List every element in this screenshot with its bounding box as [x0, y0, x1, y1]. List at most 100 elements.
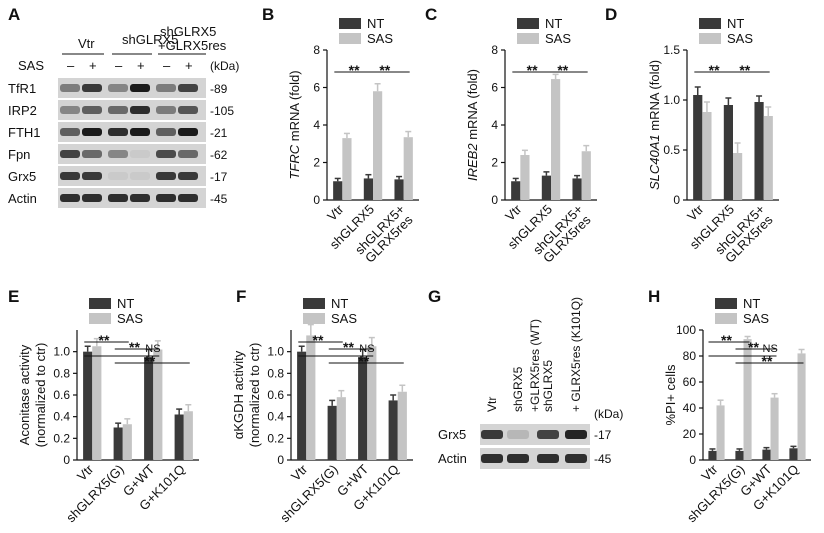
blot-a-row-label: FTH1: [8, 125, 41, 140]
blot-a-kda-marker: -21: [210, 126, 228, 140]
category-label: Vtr: [684, 201, 707, 224]
blot-a-kda-marker: -62: [210, 148, 228, 162]
legend-label-nt: NT: [727, 16, 744, 31]
blot-a-treatment-mark: +: [185, 58, 193, 73]
y-axis-label-gene: SLC40A1: [647, 134, 662, 190]
bar-chart-f: 0 0.2 0.4 0.6 0.8 1.0 αKGDH activity(normalize…: [231, 296, 413, 525]
significance-stars: **: [709, 62, 720, 78]
category-label-line: Vtr: [288, 461, 311, 484]
significance-stars: **: [379, 62, 390, 78]
y-axis-label-gene: IREB2: [465, 143, 480, 181]
blot-a-kda-marker: -89: [210, 82, 228, 96]
significance-stars: **: [358, 353, 369, 369]
y-tick-label: 1.0: [53, 345, 70, 359]
blot-a-band: [82, 128, 102, 136]
blot-a-kda-marker: -45: [210, 192, 228, 206]
significance-stars: **: [349, 62, 360, 78]
y-axis-label-line: (normalized to ctr): [33, 343, 48, 448]
bar-nt: [572, 178, 582, 200]
blot-a-row-label: Actin: [8, 191, 37, 206]
bar-nt: [693, 95, 703, 200]
bar-sas: [306, 335, 316, 460]
y-tick-label: 0.6: [53, 388, 70, 402]
bar-nt: [388, 400, 398, 460]
legend-label-nt: NT: [545, 16, 562, 31]
bar-sas: [336, 397, 346, 460]
legend-label-sas: SAS: [117, 311, 143, 326]
y-axis-label: TFRC mRNA (fold): [287, 70, 302, 179]
blot-g-band: [481, 430, 503, 439]
legend-label-sas: SAS: [545, 31, 571, 46]
legend-swatch-nt: [303, 298, 325, 309]
y-tick-label: 0: [63, 453, 70, 467]
bar-sas: [520, 155, 530, 200]
panel-letter-g: G: [428, 287, 441, 306]
western-blot-g: Vtr shGRX5 shGLRX5+GLRX5res (WT) + GLRX5res…: [438, 297, 623, 469]
y-tick-label: 0: [689, 453, 696, 467]
y-tick-label: 20: [683, 427, 697, 441]
panel-letter-f: F: [236, 287, 246, 306]
bar-nt: [358, 357, 368, 460]
blot-a-band: [156, 150, 176, 158]
blot-a-band: [156, 172, 176, 180]
y-tick-label: 0: [491, 193, 498, 207]
blot-a-treatment-label: SAS: [18, 58, 44, 73]
blot-a-treatment-mark: –: [67, 58, 75, 73]
blot-a-band: [108, 84, 128, 92]
bar-nt: [113, 427, 123, 460]
blot-a-row-label: Fpn: [8, 147, 30, 162]
blot-a-treatment-mark: –: [115, 58, 123, 73]
blot-a-row-label: TfR1: [8, 81, 36, 96]
legend-label-sas: SAS: [367, 31, 393, 46]
blot-a-band: [130, 194, 150, 202]
blot-a-band: [130, 172, 150, 180]
panel-letter-d: D: [605, 5, 617, 24]
legend-swatch-nt: [715, 298, 737, 309]
blot-g-band: [537, 430, 559, 439]
blot-a-band: [130, 128, 150, 136]
blot-g-lane-label-line: shGRX5: [511, 366, 525, 412]
bar-nt: [511, 181, 521, 200]
y-tick-label: 1.5: [663, 43, 680, 57]
bar-nt: [394, 179, 404, 200]
y-tick-label: 1.0: [267, 345, 284, 359]
blot-a-band: [130, 106, 150, 114]
blot-a-band: [60, 106, 80, 114]
blot-a-band: [60, 194, 80, 202]
y-tick-label: 0.4: [267, 410, 284, 424]
y-tick-label: 0: [313, 193, 320, 207]
bar-sas: [373, 91, 383, 200]
legend-label-sas: SAS: [743, 311, 769, 326]
significance-stars: **: [739, 62, 750, 78]
y-tick-label: 1.0: [663, 93, 680, 107]
blot-g-band: [537, 454, 559, 463]
blot-a-band: [82, 172, 102, 180]
blot-a-group-label: shGLRX5: [160, 24, 216, 39]
blot-g-lane-label-line: Vtr: [485, 397, 499, 412]
significance-stars: **: [313, 332, 324, 348]
blot-a-band: [108, 172, 128, 180]
blot-g-lane-label-line: +GLRX5res (WT): [528, 319, 542, 412]
bar-nt: [708, 450, 717, 460]
y-axis-label-line: αKGDH activity: [231, 350, 246, 439]
significance-stars: **: [557, 62, 568, 78]
panel-letter-b: B: [262, 5, 274, 24]
legend-swatch-nt: [699, 18, 721, 29]
legend-label-nt: NT: [743, 296, 760, 311]
bar-nt: [541, 175, 551, 200]
blot-g-band: [507, 454, 529, 463]
blot-a-band: [60, 128, 80, 136]
y-axis-label: %PI+ cells: [663, 364, 678, 426]
bar-nt: [174, 414, 184, 460]
bar-nt: [762, 449, 771, 460]
significance-stars: **: [129, 339, 140, 355]
bar-sas: [551, 79, 561, 200]
legend-swatch-sas: [339, 33, 361, 44]
blot-a-band: [108, 106, 128, 114]
bar-nt: [83, 351, 93, 460]
category-label-line: Vtr: [324, 201, 347, 224]
y-tick-label: 0.6: [267, 388, 284, 402]
y-tick-label: 4: [313, 118, 320, 132]
